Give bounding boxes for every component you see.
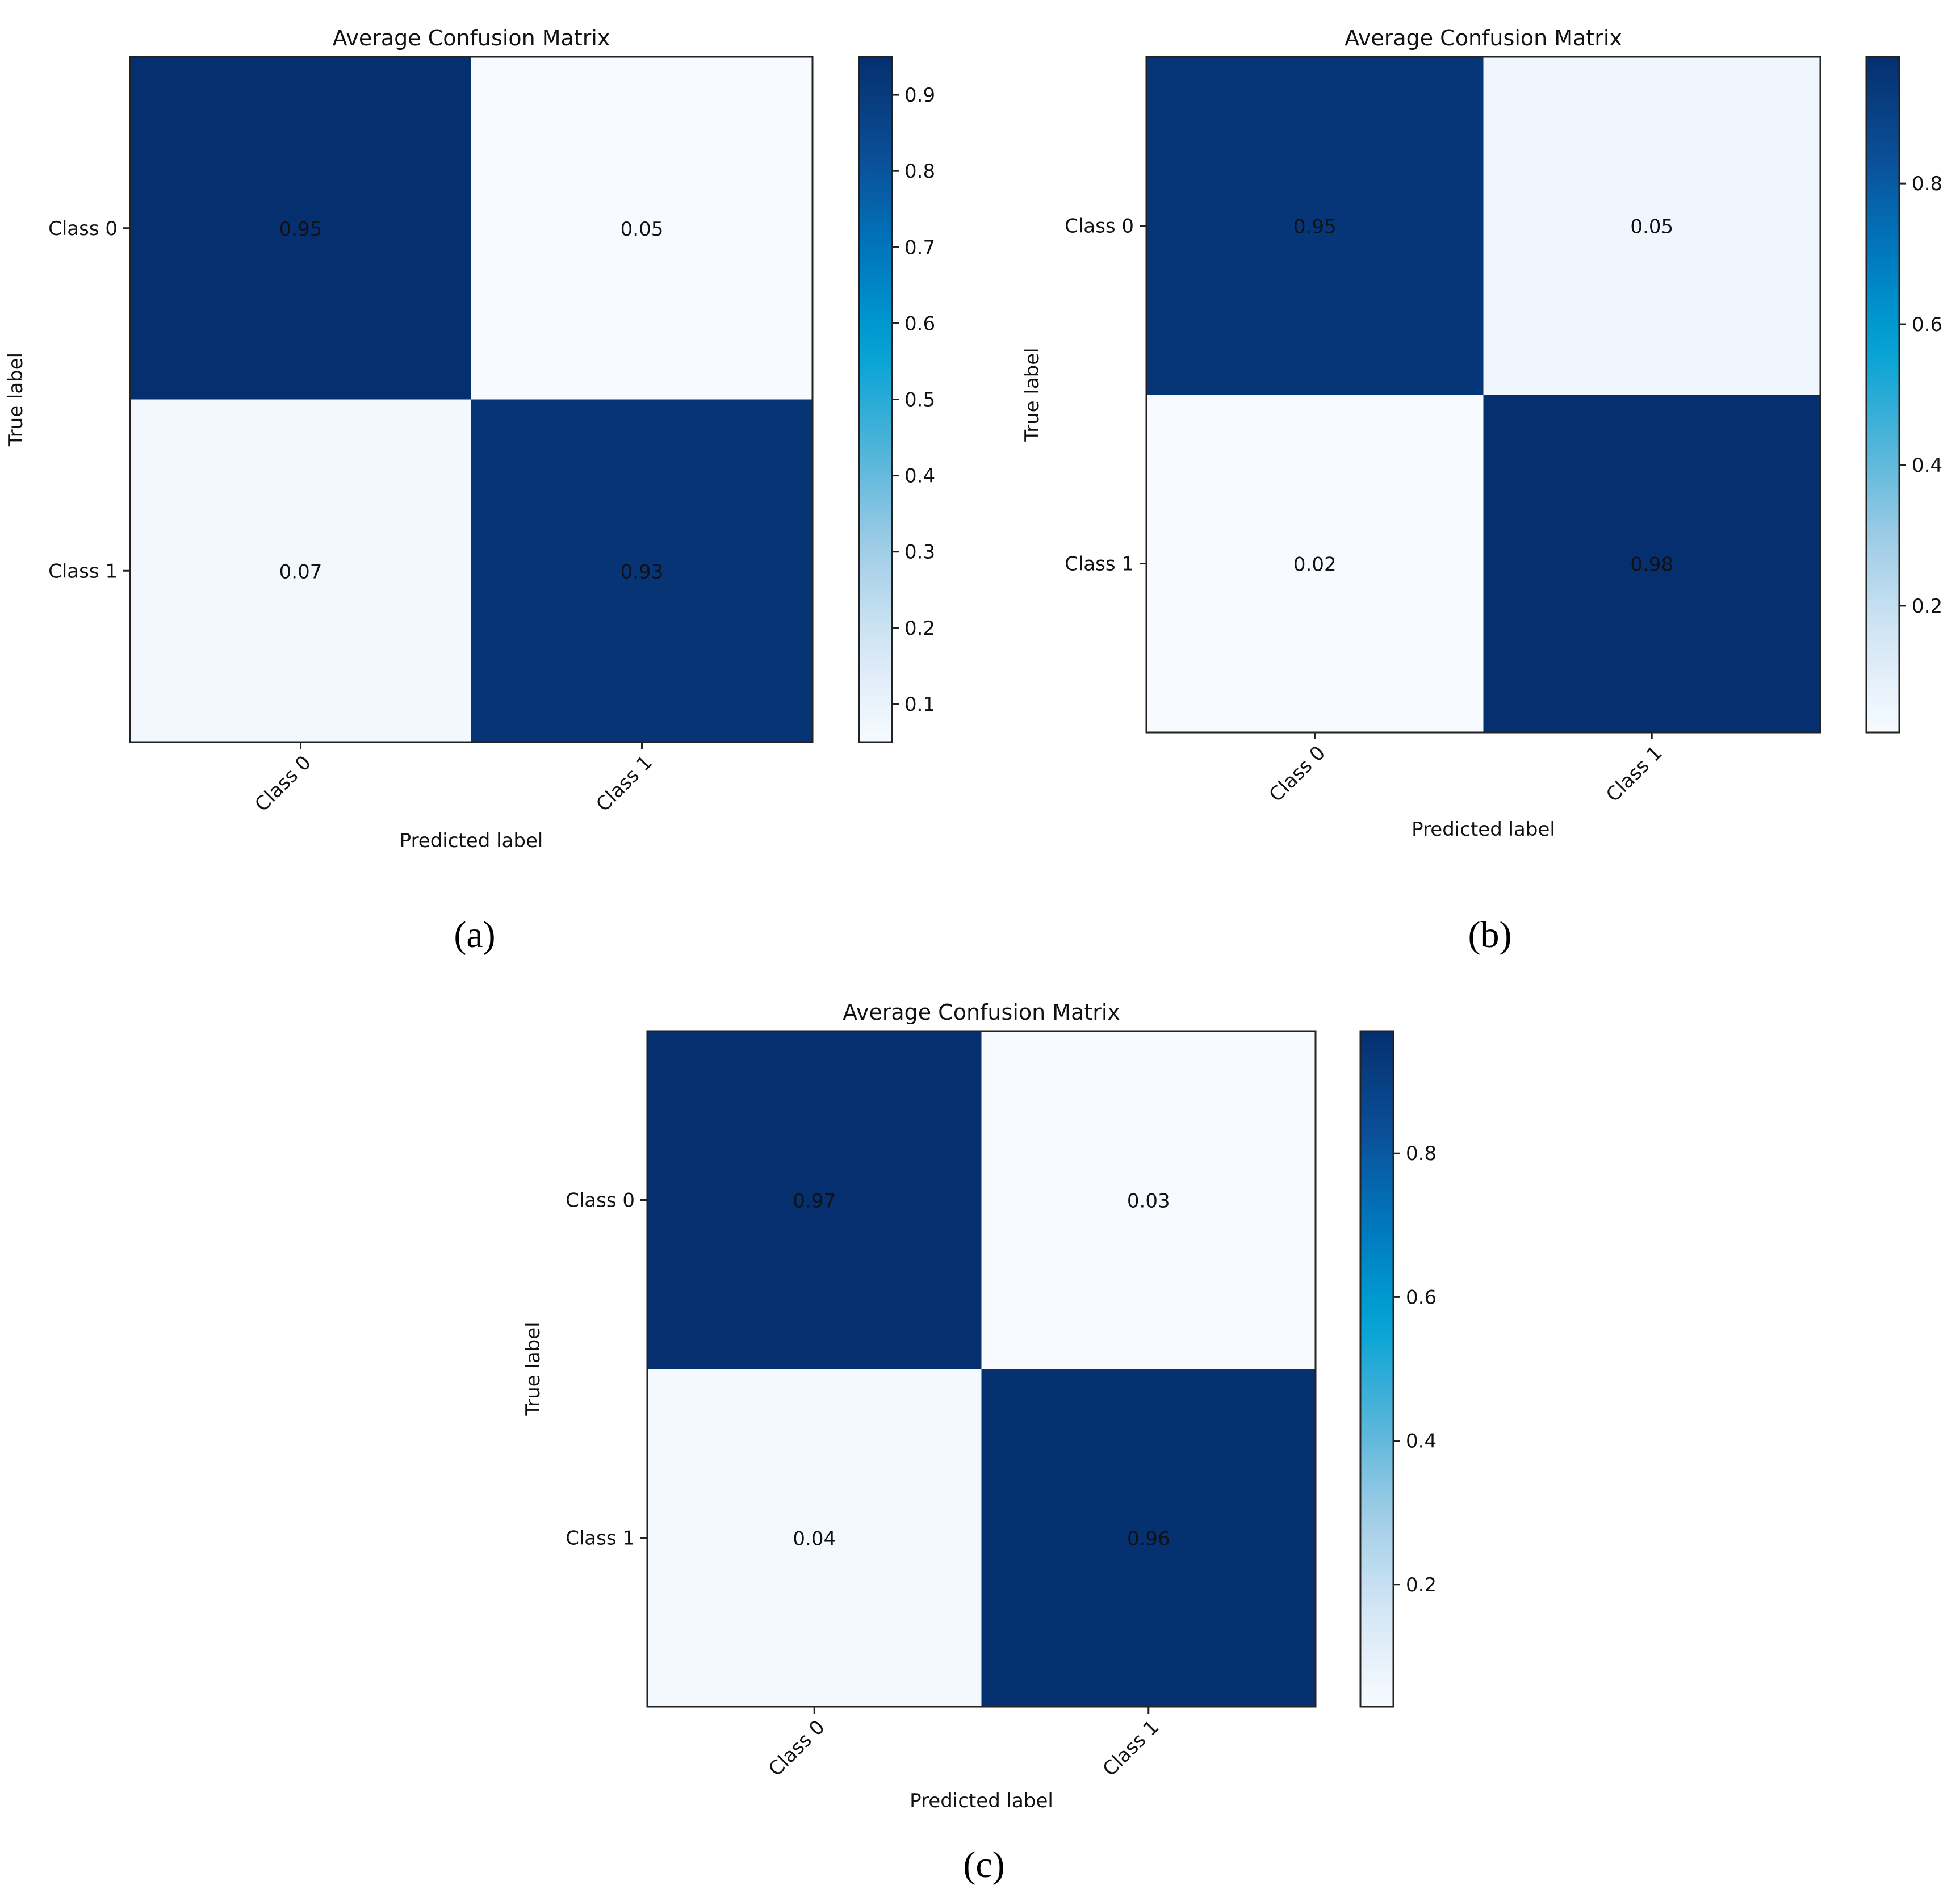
x-tick-label: Class 0 — [250, 751, 315, 816]
colorbar-tick-label: 0.7 — [904, 236, 935, 259]
y-axis-label: True label — [1021, 347, 1044, 442]
colorbar-tick-label: 0.2 — [1912, 595, 1942, 618]
x-axis-label: Predicted label — [910, 1790, 1053, 1812]
matrix-cell — [130, 57, 471, 400]
y-tick-label: Class 0 — [1065, 215, 1134, 238]
matrix-cell — [647, 1369, 982, 1707]
colorbar — [858, 56, 893, 743]
y-tick-label: Class 1 — [48, 560, 118, 583]
plot-frame — [1145, 56, 1821, 734]
confusion-matrix-panel-b: Average Confusion Matrix 0.95 0.05 0.02 0.98… — [1021, 26, 1942, 956]
y-tick-label: Class 0 — [566, 1189, 635, 1212]
y-tick-label: Class 1 — [566, 1527, 635, 1550]
x-tick-label: Class 0 — [764, 1716, 829, 1781]
cell-value-label: 0.07 — [279, 560, 323, 583]
colorbar-tick-label: 0.4 — [1912, 454, 1942, 477]
colorbar-tick-label: 0.3 — [904, 541, 935, 564]
colorbar-tick-label: 0.1 — [904, 693, 935, 716]
cell-value-label: 0.97 — [793, 1190, 836, 1213]
cell-value-label: 0.98 — [1630, 554, 1673, 576]
matrix-cell — [1483, 395, 1820, 732]
matrix-cell — [1146, 57, 1484, 395]
chart-title: Average Confusion Matrix — [1345, 26, 1622, 51]
cell-value-label: 0.02 — [1293, 554, 1337, 576]
plot-frame — [129, 56, 814, 743]
colorbar-tick-label: 0.2 — [904, 617, 935, 640]
matrix-cell — [981, 1369, 1316, 1707]
matrix-cell — [647, 1031, 982, 1369]
matrix-cell — [1146, 395, 1484, 732]
cell-value-label: 0.95 — [1293, 216, 1337, 238]
colorbar-tick-label: 0.6 — [1912, 313, 1942, 336]
panel-caption: (b) — [1468, 914, 1512, 956]
matrix-cell — [471, 57, 813, 400]
x-tick-label: Class 1 — [1099, 1716, 1163, 1781]
y-tick-label: Class 0 — [48, 217, 118, 240]
plot-frame — [646, 1030, 1317, 1708]
matrix-cell — [981, 1031, 1316, 1369]
matrix-cell — [130, 399, 471, 742]
cell-value-label: 0.96 — [1127, 1528, 1170, 1551]
chart-title: Average Confusion Matrix — [333, 26, 610, 51]
x-tick-label: Class 1 — [1602, 742, 1666, 806]
colorbar-tick-label: 0.6 — [1406, 1286, 1437, 1309]
colorbar-tick-label: 0.6 — [904, 312, 935, 335]
colorbar-tick-label: 0.5 — [904, 389, 935, 412]
matrix-cell — [1483, 57, 1820, 395]
confusion-matrix-panel-a: Average Confusion Matrix 0.95 0.05 0.07 0.93… — [5, 26, 935, 956]
x-tick-label: Class 1 — [592, 751, 656, 816]
colorbar-tick-label: 0.8 — [1912, 173, 1942, 195]
panel-caption: (c) — [963, 1844, 1004, 1885]
colorbar — [1865, 56, 1900, 734]
y-tick-label: Class 1 — [1065, 553, 1134, 576]
colorbar-tick-label: 0.9 — [904, 84, 935, 107]
cell-value-label: 0.05 — [1630, 216, 1673, 238]
chart-title: Average Confusion Matrix — [843, 1000, 1120, 1025]
x-tick-label: Class 0 — [1265, 742, 1330, 806]
y-axis-label: True label — [5, 353, 27, 447]
cell-value-label: 0.03 — [1127, 1190, 1170, 1213]
cell-value-label: 0.95 — [279, 218, 323, 241]
colorbar-tick-label: 0.2 — [1406, 1574, 1437, 1597]
cell-value-label: 0.93 — [621, 560, 664, 583]
colorbar-tick-label: 0.8 — [1406, 1142, 1437, 1165]
colorbar-tick-label: 0.4 — [904, 465, 935, 488]
matrix-cell — [471, 399, 813, 742]
colorbar-tick-label: 0.4 — [1406, 1430, 1437, 1453]
panel-caption: (a) — [454, 914, 495, 956]
x-axis-label: Predicted label — [1412, 818, 1555, 841]
cell-value-label: 0.05 — [621, 218, 664, 241]
confusion-matrix-panel-c: Average Confusion Matrix 0.97 0.03 0.04 0.96… — [522, 1000, 1437, 1885]
cell-value-label: 0.04 — [793, 1528, 836, 1551]
x-axis-label: Predicted label — [400, 830, 543, 852]
colorbar — [1359, 1030, 1394, 1708]
y-axis-label: True label — [522, 1322, 545, 1416]
colorbar-tick-label: 0.8 — [904, 160, 935, 183]
